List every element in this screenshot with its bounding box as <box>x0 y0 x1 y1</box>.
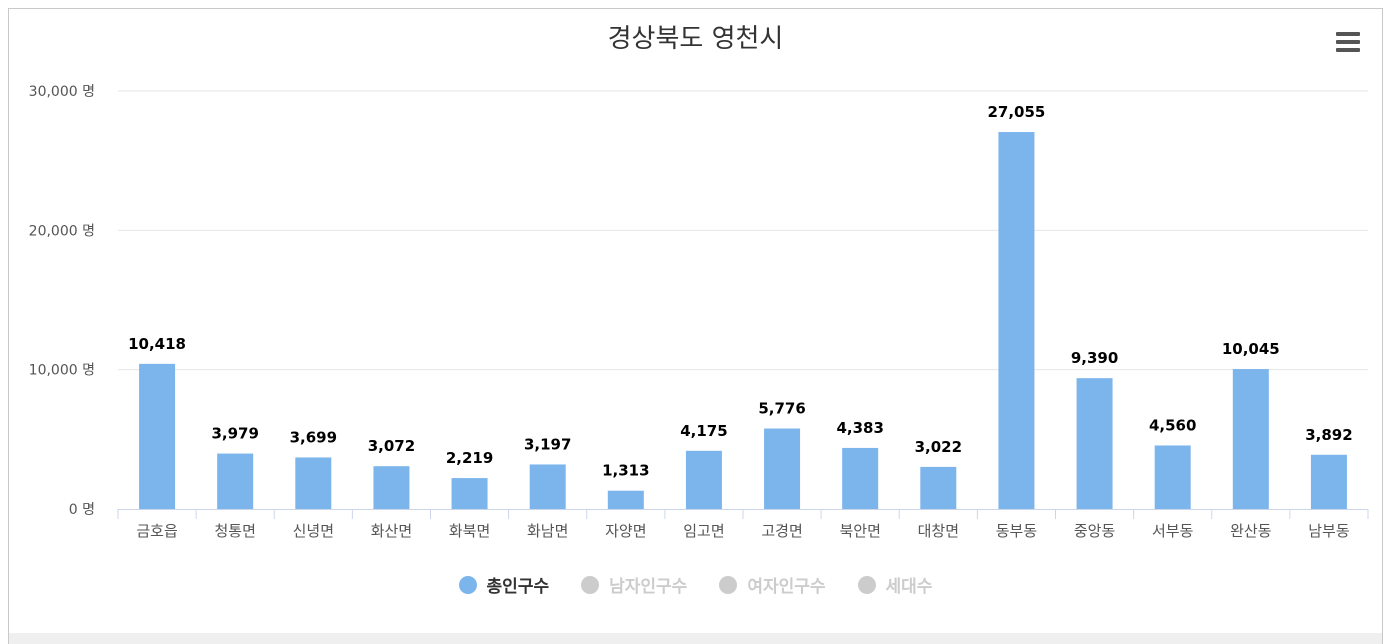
bar[interactable] <box>685 450 722 509</box>
hamburger-menu-icon[interactable] <box>1334 30 1362 54</box>
data-label: 1,313 <box>602 462 649 480</box>
y-tick-label: 20,000 명 <box>29 223 95 239</box>
bar[interactable] <box>217 453 254 509</box>
x-tick-label: 완산동 <box>1230 522 1272 540</box>
legend-item[interactable]: 여자인구수 <box>719 572 826 597</box>
bar[interactable] <box>842 447 879 509</box>
x-tick-label: 신녕면 <box>293 522 334 540</box>
legend-item[interactable]: 총인구수 <box>458 572 550 597</box>
bar[interactable] <box>607 490 644 509</box>
bar[interactable] <box>451 478 488 509</box>
x-tick-label: 임고면 <box>683 522 724 540</box>
x-tick-label: 남부동 <box>1308 522 1350 540</box>
bar[interactable] <box>1154 445 1191 509</box>
data-label: 10,418 <box>128 335 186 353</box>
x-tick-label: 고경면 <box>761 522 802 540</box>
y-tick-label: 0 명 <box>69 502 95 518</box>
bar[interactable] <box>1310 454 1347 509</box>
legend-marker-icon <box>857 575 876 594</box>
x-tick-label: 청통면 <box>214 522 255 540</box>
x-tick-label: 화산면 <box>371 522 412 540</box>
scroll-strip <box>9 633 1382 644</box>
data-label: 4,560 <box>1149 416 1196 434</box>
bar[interactable] <box>529 464 566 509</box>
data-label: 3,022 <box>915 438 962 456</box>
x-tick-label: 금호읍 <box>136 522 177 540</box>
bar[interactable] <box>373 466 410 509</box>
bar[interactable] <box>998 132 1035 509</box>
x-tick-label: 동부동 <box>996 522 1038 540</box>
data-label: 3,892 <box>1305 426 1352 444</box>
legend-label: 여자인구수 <box>747 577 826 597</box>
bar[interactable] <box>920 466 957 509</box>
bar[interactable] <box>295 457 332 509</box>
bar[interactable] <box>764 428 801 509</box>
data-label: 4,175 <box>680 422 727 440</box>
data-label: 5,776 <box>758 400 805 418</box>
legend-marker-icon <box>581 575 600 594</box>
bar[interactable] <box>1232 369 1269 509</box>
data-label: 3,979 <box>211 425 258 443</box>
chart-container <box>8 8 1383 644</box>
data-label: 3,197 <box>524 435 571 453</box>
data-label: 27,055 <box>987 103 1045 121</box>
x-tick-label: 서부동 <box>1152 522 1194 540</box>
x-tick-label: 중앙동 <box>1074 522 1116 540</box>
data-label: 9,390 <box>1071 349 1118 367</box>
y-tick-label: 10,000 명 <box>29 363 95 379</box>
legend-item[interactable]: 남자인구수 <box>581 572 687 597</box>
legend-label: 세대수 <box>885 577 933 597</box>
x-tick-label: 북안면 <box>839 522 880 540</box>
bar[interactable] <box>1076 378 1113 509</box>
data-label: 10,045 <box>1222 340 1280 358</box>
legend-label: 총인구수 <box>486 577 550 597</box>
x-tick-label: 화남면 <box>527 522 568 540</box>
x-tick-label: 자양면 <box>605 522 646 540</box>
data-label: 2,219 <box>446 449 493 467</box>
x-tick-label: 대창면 <box>918 522 959 540</box>
legend-item[interactable]: 세대수 <box>857 572 933 597</box>
data-label: 3,699 <box>290 428 337 446</box>
chart-legend: 총인구수 남자인구수 여자인구수 세대수 <box>0 572 1391 598</box>
legend-marker-icon <box>458 575 477 594</box>
data-label: 4,383 <box>836 419 883 437</box>
chart-title: 경상북도 영천시 <box>607 24 784 54</box>
x-tick-label: 화북면 <box>449 522 490 540</box>
legend-label: 남자인구수 <box>609 577 688 597</box>
y-tick-label: 30,000 명 <box>29 84 95 100</box>
bar[interactable] <box>139 363 176 509</box>
legend-marker-icon <box>719 575 738 594</box>
data-label: 3,072 <box>368 437 415 455</box>
